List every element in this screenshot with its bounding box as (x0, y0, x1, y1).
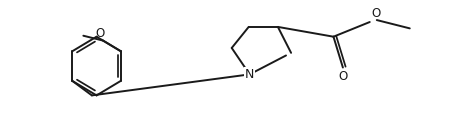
Text: O: O (338, 70, 348, 83)
Text: N: N (245, 68, 254, 81)
Text: O: O (95, 27, 105, 40)
Text: O: O (371, 7, 381, 20)
